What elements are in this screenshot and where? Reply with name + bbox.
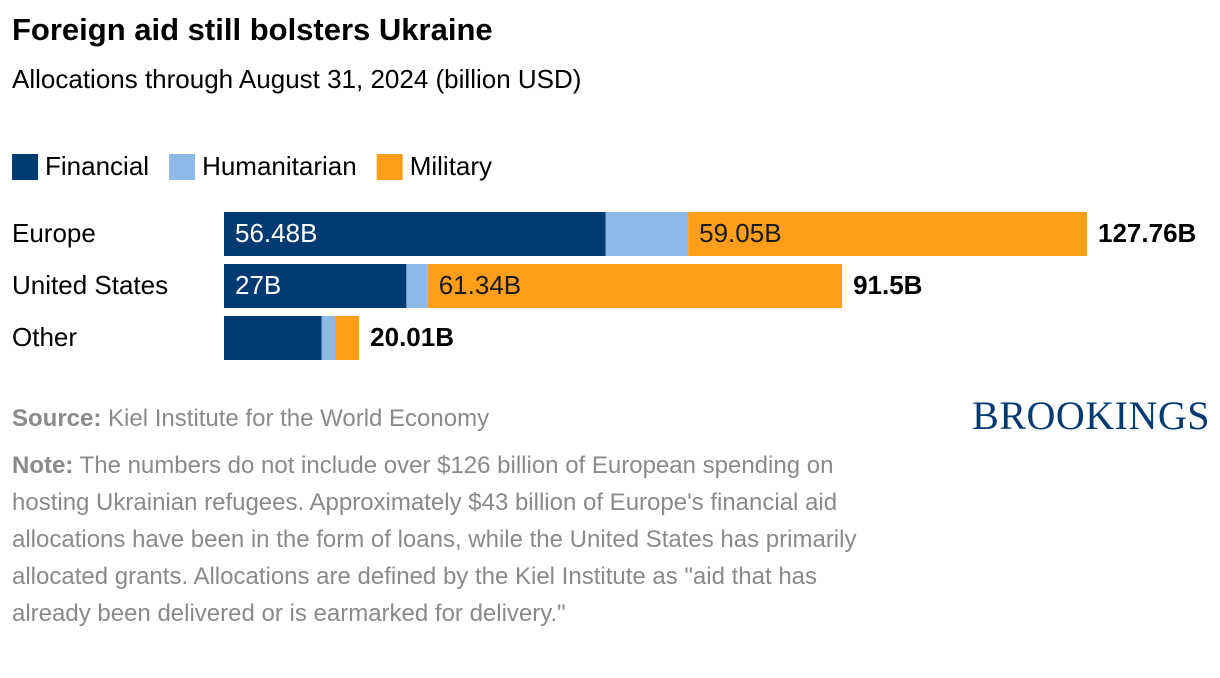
- bar-segment: [427, 264, 843, 308]
- category-label: United States: [12, 270, 168, 300]
- legend-swatch: [12, 154, 38, 180]
- total-label: 91.5B: [853, 270, 922, 300]
- category-label: Other: [12, 322, 77, 352]
- note-text: The numbers do not include over $126 bil…: [12, 452, 857, 627]
- legend-swatch: [376, 154, 403, 180]
- source-text: Kiel Institute for the World Economy: [108, 405, 490, 432]
- note-label: Note:: [12, 452, 74, 479]
- bar-segment: [605, 212, 689, 256]
- bar-segment: [335, 316, 360, 360]
- bar-segment: [688, 212, 1087, 256]
- legend-label: Financial: [45, 151, 149, 181]
- legend-label: Military: [410, 151, 492, 181]
- value-label: 61.34B: [439, 270, 521, 300]
- chart-title: Foreign aid still bolsters Ukraine: [12, 12, 493, 47]
- value-label: 56.48B: [235, 218, 317, 248]
- note: Note: The numbers do not include over $1…: [12, 447, 902, 632]
- footer: Source: Kiel Institute for the World Eco…: [12, 400, 902, 632]
- bar-segment: [224, 316, 322, 360]
- category-label: Europe: [12, 218, 96, 248]
- source-label: Source:: [12, 405, 102, 432]
- source: Source: Kiel Institute for the World Eco…: [12, 400, 902, 437]
- legend-swatch: [169, 154, 196, 180]
- total-label: 20.01B: [370, 322, 454, 352]
- legend-label: Humanitarian: [202, 151, 357, 181]
- total-label: 127.76B: [1098, 218, 1196, 248]
- bar-segment: [224, 212, 606, 256]
- bar-segment: [224, 264, 407, 308]
- chart: Foreign aid still bolsters Ukraine Alloc…: [12, 12, 1196, 360]
- bar-segment: [321, 316, 336, 360]
- chart-subtitle: Allocations through August 31, 2024 (bil…: [12, 64, 581, 94]
- value-label: 27B: [235, 270, 281, 300]
- bar-segment: [406, 264, 428, 308]
- brand-logo: BROOKINGS: [972, 393, 1210, 438]
- value-label: 59.05B: [699, 218, 781, 248]
